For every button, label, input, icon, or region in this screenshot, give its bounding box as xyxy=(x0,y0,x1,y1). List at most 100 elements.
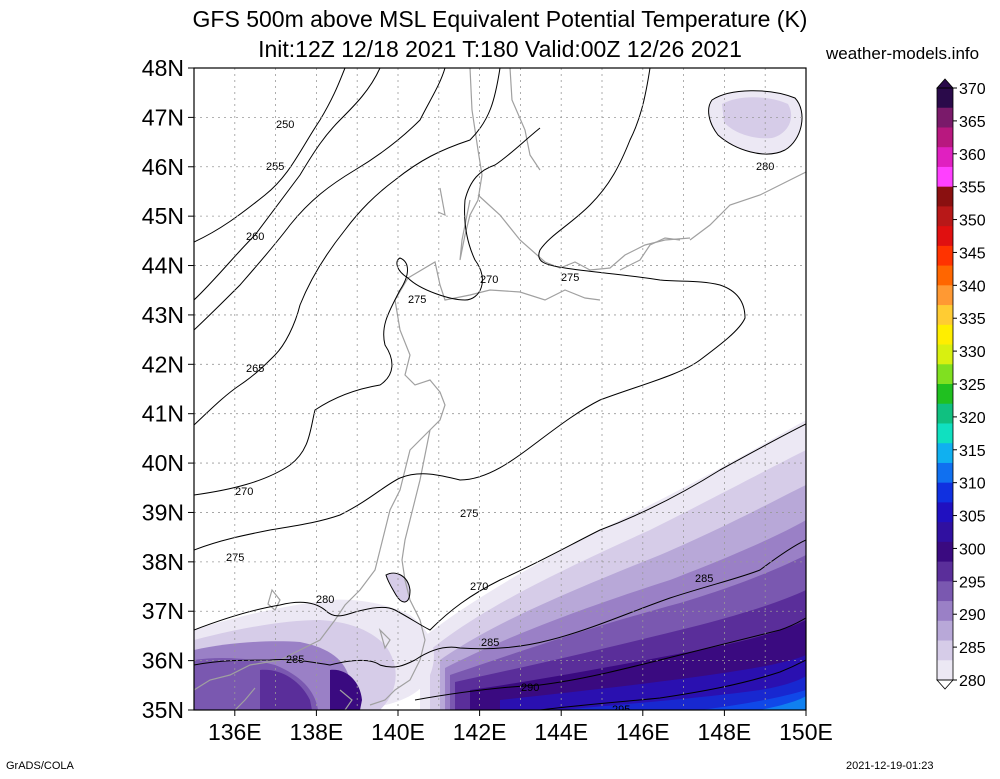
contour-label: 285 xyxy=(286,654,304,666)
colorbar-segment xyxy=(937,423,953,444)
colorbar-segment xyxy=(937,107,953,128)
colorbar-segment xyxy=(937,502,953,523)
colorbar-label: 360 xyxy=(959,147,986,164)
lon-label: 140E xyxy=(371,719,425,745)
lon-label: 148E xyxy=(698,719,752,745)
colorbar-segment xyxy=(937,364,953,385)
lat-label: 41N xyxy=(142,401,184,427)
contour-label: 270 xyxy=(480,274,498,286)
colorbar-segment xyxy=(937,522,953,543)
colorbar-segment xyxy=(937,344,953,365)
colorbar-label: 350 xyxy=(959,213,986,230)
lat-label: 45N xyxy=(142,203,184,229)
map-frame xyxy=(193,67,807,711)
latitude-axis: 48N 47N 46N 45N 44N 43N 42N 41N 40N 39N 38N 37N 36N 3… xyxy=(142,55,194,723)
lat-label: 43N xyxy=(142,302,184,328)
contour-label: 260 xyxy=(246,231,264,243)
colorbar-segment xyxy=(937,660,953,681)
contour-label: 270 xyxy=(470,581,488,593)
lat-label: 48N xyxy=(142,55,184,81)
lat-label: 37N xyxy=(142,598,184,624)
colorbar-segment xyxy=(937,186,953,207)
lat-label: 46N xyxy=(142,154,184,180)
colorbar-label: 365 xyxy=(959,114,986,131)
lat-label: 47N xyxy=(142,104,184,130)
contour-label: 275 xyxy=(561,272,579,284)
colorbar-top-arrow xyxy=(936,78,954,89)
colorbar-label: 330 xyxy=(959,344,986,361)
colorbar-segment xyxy=(937,127,953,148)
contour-label: 285 xyxy=(481,637,499,649)
colorbar-segment xyxy=(937,541,953,563)
colorbar-label: 370 xyxy=(959,81,986,98)
lat-label: 38N xyxy=(142,549,184,575)
lon-label: 144E xyxy=(534,719,588,745)
colorbar-segment xyxy=(937,601,953,622)
colorbar-segment xyxy=(937,384,953,405)
longitude-axis: 136E 138E 140E 142E 144E 146E 148E 150E xyxy=(208,710,833,745)
contour-label: 265 xyxy=(246,363,264,375)
lat-label: 44N xyxy=(142,253,184,279)
map-plot-area: 250 255 260 265 270 275 270 275 275 280 … xyxy=(194,68,806,716)
colorbar-segment xyxy=(937,305,953,326)
colorbar-label: 355 xyxy=(959,180,986,197)
contour-label: 280 xyxy=(316,594,334,606)
coastlines xyxy=(194,68,806,710)
colorbar-label: 285 xyxy=(959,640,986,657)
colorbar: 370 365 360 355 350 345 340 335 330 325 320 315 310 3… xyxy=(936,78,986,690)
colorbar-label: 290 xyxy=(959,607,986,624)
colorbar-label: 335 xyxy=(959,311,986,328)
contour-label: 285 xyxy=(695,573,713,585)
colorbar-label: 310 xyxy=(959,476,986,493)
contour-label: 275 xyxy=(408,294,426,306)
contour-label: 250 xyxy=(276,119,294,131)
lon-label: 150E xyxy=(779,719,833,745)
colorbar-label: 280 xyxy=(959,673,986,690)
lat-label: 36N xyxy=(142,648,184,674)
colorbar-segment xyxy=(937,561,953,582)
colorbar-label: 325 xyxy=(959,377,986,394)
colorbar-label: 340 xyxy=(959,278,986,295)
colorbar-segment xyxy=(937,443,953,464)
footer-timestamp: 2021-12-19-01:23 xyxy=(846,760,934,772)
contour-label: 255 xyxy=(266,161,284,173)
colorbar-segment xyxy=(937,166,953,188)
lon-label: 138E xyxy=(290,719,344,745)
colorbar-segment xyxy=(937,482,953,503)
map-title: GFS 500m above MSL Equivalent Potential … xyxy=(192,6,808,32)
colorbar-label: 320 xyxy=(959,410,986,427)
site-credit: weather-models.info xyxy=(826,44,980,63)
lon-label: 146E xyxy=(616,719,670,745)
lat-label: 35N xyxy=(142,697,184,723)
lat-label: 40N xyxy=(142,450,184,476)
colorbar-label: 315 xyxy=(959,443,986,460)
lon-label: 136E xyxy=(208,719,262,745)
gridlines xyxy=(194,68,806,710)
theta-e-contours xyxy=(194,68,806,710)
colorbar-segment xyxy=(937,640,953,661)
colorbar-segment xyxy=(937,147,953,168)
colorbar-segment xyxy=(937,88,953,109)
contour-label: 295 xyxy=(612,704,630,716)
colorbar-segment xyxy=(937,581,953,602)
colorbar-label: 295 xyxy=(959,574,986,591)
lat-label: 42N xyxy=(142,351,184,377)
colorbar-segment xyxy=(937,226,953,247)
colorbar-segment xyxy=(937,324,953,346)
colorbar-label: 300 xyxy=(959,541,986,558)
lon-label: 142E xyxy=(453,719,507,745)
colorbar-segment xyxy=(937,462,953,484)
contour-label: 270 xyxy=(235,486,253,498)
map-subtitle: Init:12Z 12/18 2021 T:180 Valid:00Z 12/2… xyxy=(258,36,742,62)
contour-label: 275 xyxy=(460,508,478,520)
colorbar-segment xyxy=(937,206,953,227)
colorbar-segment xyxy=(937,245,953,267)
footer-software: GrADS/COLA xyxy=(6,760,74,772)
contour-label: 275 xyxy=(226,552,244,564)
lat-label: 39N xyxy=(142,499,184,525)
colorbar-label: 305 xyxy=(959,509,986,526)
contour-label: 290 xyxy=(521,682,539,694)
contour-labels: 250 255 260 265 270 275 270 275 275 280 … xyxy=(226,119,774,716)
colorbar-bottom-arrow xyxy=(936,679,954,690)
